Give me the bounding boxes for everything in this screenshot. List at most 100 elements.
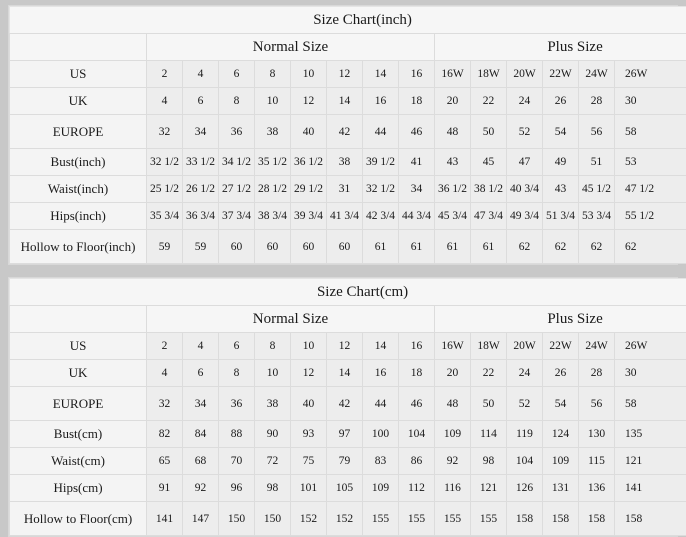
cell-value: 16	[399, 61, 435, 88]
cell-value: 141	[147, 502, 183, 536]
cell-value: 114	[471, 421, 507, 448]
cell-value: 12	[291, 88, 327, 115]
cell-value: 126	[507, 475, 543, 502]
cell-value: 24W	[579, 61, 615, 88]
chart-title-cm: Size Chart(cm)	[10, 279, 686, 306]
cell-value: 36 1/2	[291, 149, 327, 176]
cell-value: 56	[579, 387, 615, 421]
cell-value: 131	[543, 475, 579, 502]
cell-value: 158	[543, 502, 579, 536]
cell-value: 60	[291, 230, 327, 264]
cell-value: 56	[579, 115, 615, 149]
cell-value: 62	[507, 230, 543, 264]
cell-value: 53	[615, 149, 686, 176]
cell-value: 60	[219, 230, 255, 264]
cell-value: 60	[327, 230, 363, 264]
cell-value: 136	[579, 475, 615, 502]
cell-value: 26	[543, 88, 579, 115]
cell-value: 97	[327, 421, 363, 448]
cell-value: 4	[183, 61, 219, 88]
cell-value: 30	[615, 88, 686, 115]
cell-value: 96	[219, 475, 255, 502]
row-label-us: US	[10, 61, 147, 88]
cell-value: 12	[291, 360, 327, 387]
cell-value: 147	[183, 502, 219, 536]
cell-value: 109	[543, 448, 579, 475]
cell-value: 28	[579, 88, 615, 115]
cell-value: 61	[435, 230, 471, 264]
cell-value: 40 3/4	[507, 176, 543, 203]
cell-value: 2	[147, 333, 183, 360]
cell-value: 22W	[543, 61, 579, 88]
row-label-hollow-to-floorcm: Hollow to Floor(cm)	[10, 502, 147, 536]
cell-value: 34	[183, 387, 219, 421]
cell-value: 34	[183, 115, 219, 149]
cell-value: 44	[363, 115, 399, 149]
group-header-plus-size-cm: Plus Size	[435, 306, 686, 333]
cell-value: 4	[183, 333, 219, 360]
cell-value: 40	[291, 115, 327, 149]
cell-value: 116	[435, 475, 471, 502]
cell-value: 38	[327, 149, 363, 176]
cell-value: 38	[255, 115, 291, 149]
cell-value: 16	[363, 360, 399, 387]
cell-value: 14	[327, 360, 363, 387]
cell-value: 46	[399, 387, 435, 421]
cell-value: 58	[615, 387, 686, 421]
cell-value: 32 1/2	[147, 149, 183, 176]
cell-value: 45 3/4	[435, 203, 471, 230]
row-label-europe: EUROPE	[10, 115, 147, 149]
cell-value: 36	[219, 115, 255, 149]
cell-value: 8	[219, 88, 255, 115]
cell-value: 42	[327, 115, 363, 149]
cell-value: 82	[147, 421, 183, 448]
cell-value: 48	[435, 387, 471, 421]
cell-value: 4	[147, 88, 183, 115]
cell-value: 59	[183, 230, 219, 264]
cell-value: 24	[507, 88, 543, 115]
cell-value: 6	[219, 333, 255, 360]
cell-value: 45	[471, 149, 507, 176]
cell-value: 105	[327, 475, 363, 502]
cell-value: 12	[327, 333, 363, 360]
cell-value: 8	[255, 61, 291, 88]
cell-value: 61	[399, 230, 435, 264]
cell-value: 22W	[543, 333, 579, 360]
cell-value: 2	[147, 61, 183, 88]
cell-value: 26W	[615, 61, 686, 88]
cell-value: 79	[327, 448, 363, 475]
cell-value: 20W	[507, 333, 543, 360]
cell-value: 6	[219, 61, 255, 88]
cell-value: 37 3/4	[219, 203, 255, 230]
cell-value: 31	[327, 176, 363, 203]
cell-value: 10	[255, 88, 291, 115]
cell-value: 10	[255, 360, 291, 387]
cell-value: 150	[219, 502, 255, 536]
cell-value: 41 3/4	[327, 203, 363, 230]
row-label-bustinch: Bust(inch)	[10, 149, 147, 176]
cell-value: 88	[219, 421, 255, 448]
cell-value: 10	[291, 333, 327, 360]
cell-value: 29 1/2	[291, 176, 327, 203]
cell-value: 59	[147, 230, 183, 264]
cell-value: 18	[399, 88, 435, 115]
cell-value: 39 3/4	[291, 203, 327, 230]
cell-value: 83	[363, 448, 399, 475]
cell-value: 42 3/4	[363, 203, 399, 230]
cell-value: 92	[435, 448, 471, 475]
row-label-bustcm: Bust(cm)	[10, 421, 147, 448]
cell-value: 84	[183, 421, 219, 448]
row-label-waistcm: Waist(cm)	[10, 448, 147, 475]
cell-value: 25 1/2	[147, 176, 183, 203]
cell-value: 91	[147, 475, 183, 502]
